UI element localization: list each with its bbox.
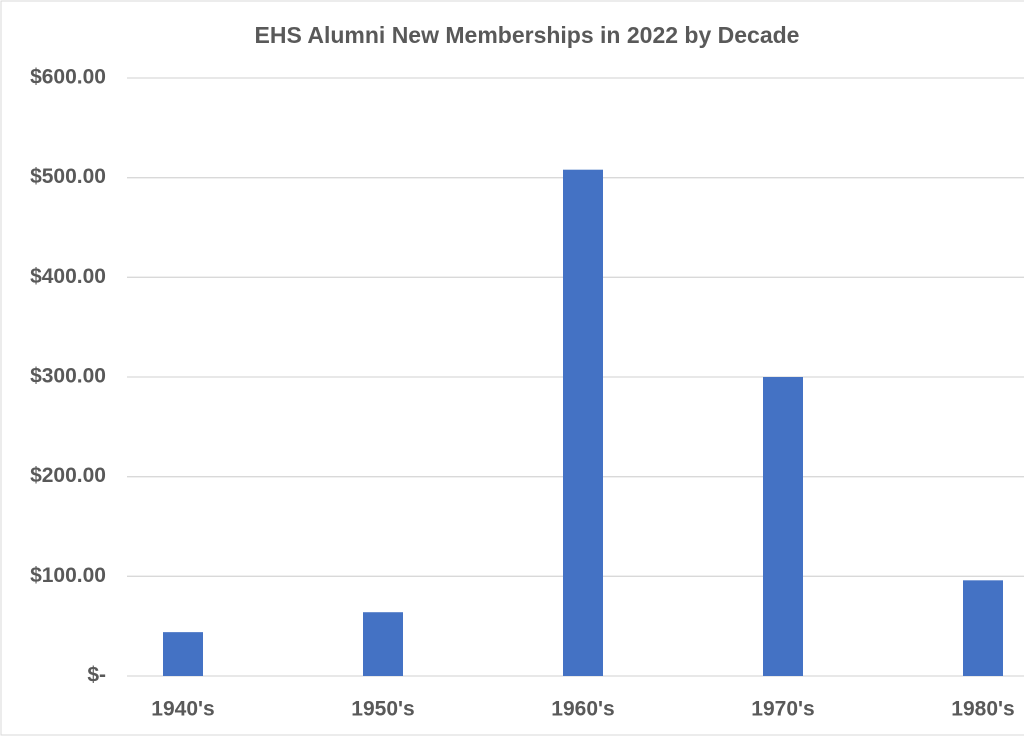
x-tick-label: 1980's [951,698,1014,721]
x-tick-label: 1970's [751,698,814,721]
bar [563,169,603,676]
bar [363,612,403,676]
y-tick-label: $600.00 [30,66,106,89]
y-tick-label: $300.00 [30,365,106,388]
y-tick-label: $400.00 [30,265,106,288]
bar [763,377,803,676]
bar [163,632,203,676]
y-tick-label: $100.00 [30,564,106,587]
y-tick-label: $200.00 [30,464,106,487]
y-tick-label: $500.00 [30,165,106,188]
x-tick-label: 1950's [351,698,414,721]
y-tick-label: $- [87,664,106,687]
chart-title: EHS Alumni New Memberships in 2022 by De… [255,22,800,48]
x-tick-label: 1940's [151,698,214,721]
bar [963,580,1003,676]
x-tick-label: 1960's [551,698,614,721]
